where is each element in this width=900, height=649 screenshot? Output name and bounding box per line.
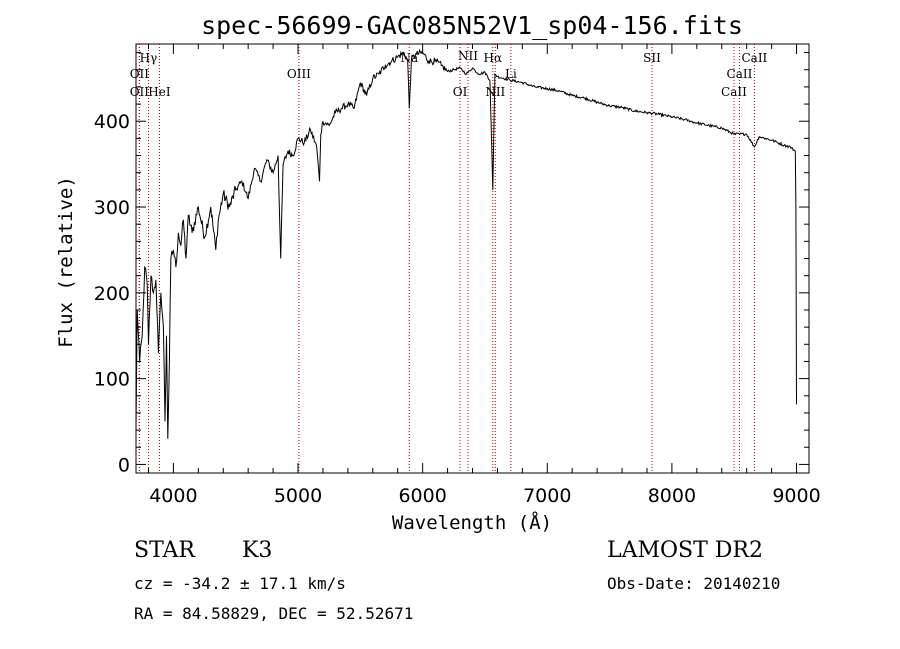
emission-line-label: CaII: [727, 67, 753, 81]
emission-line-label: Hγ: [140, 51, 158, 65]
emission-line-label: CaII: [741, 51, 767, 65]
object-subclass: K3: [242, 538, 273, 563]
y-tick-label: 400: [94, 111, 130, 133]
observation-date: Obs-Date: 20140210: [607, 574, 781, 593]
x-tick-label: 8000: [648, 485, 696, 507]
x-tick-label: 5000: [274, 485, 322, 507]
x-axis-label: Wavelength (Å): [392, 511, 552, 534]
plot-area: 4000 5000 6000 7000 8000 9000 0 100 200 300 400 OI…: [94, 43, 821, 507]
y-tick-label: 100: [94, 369, 130, 391]
spectrum-series-line: [135, 48, 797, 439]
y-tick-label: 300: [94, 197, 130, 219]
emission-line-label: CaII: [721, 85, 747, 99]
x-tick-label: 9000: [772, 485, 820, 507]
emission-line-label: Li: [505, 67, 517, 81]
chart-title: spec-56699-GAC085N52V1_sp04-156.fits: [201, 11, 743, 40]
emission-line-label: OIII: [287, 67, 311, 81]
survey-name: LAMOST DR2: [607, 538, 763, 563]
emission-line-label: Hα: [484, 51, 503, 65]
emission-line-markers: [138, 44, 755, 473]
y-tick-label: 200: [94, 283, 130, 305]
y-axis-label: Flux (relative): [55, 176, 77, 348]
emission-line-label: NII: [458, 49, 478, 63]
coordinates-readout: RA = 84.58829, DEC = 52.52671: [134, 604, 414, 623]
emission-line-label: OII: [130, 85, 150, 99]
redshift-readout: cz = -34.2 ± 17.1 km/s: [134, 574, 346, 593]
x-tick-label: 4000: [149, 485, 197, 507]
axis-ticks: 4000 5000 6000 7000 8000 9000 0 100 200 300 400: [94, 44, 821, 507]
emission-line-label: SII: [643, 51, 661, 65]
emission-line-label: HeI: [148, 85, 171, 99]
y-tick-label: 0: [118, 454, 130, 476]
emission-line-label: OII: [130, 67, 150, 81]
emission-line-label: Na: [400, 51, 418, 65]
x-tick-label: 7000: [523, 485, 571, 507]
emission-line-label: OI: [453, 85, 468, 99]
emission-line-label: NII: [485, 85, 505, 99]
x-tick-label: 6000: [398, 485, 446, 507]
object-class: STAR: [134, 538, 195, 563]
plot-frame: [135, 43, 810, 474]
